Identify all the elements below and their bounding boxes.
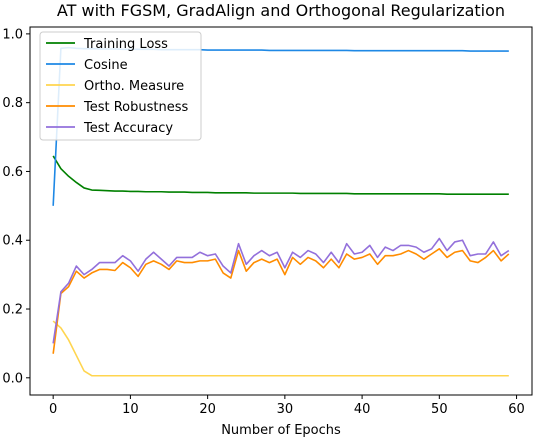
- legend: Training Loss Cosine Ortho. Measure Test Ro…: [39, 31, 202, 141]
- x-tick-label: 0: [49, 402, 57, 417]
- legend-label-cosine: Cosine: [84, 58, 128, 73]
- chart-title: AT with FGSM, GradAlign and Orthogonal R…: [57, 1, 505, 20]
- plot-frame: [29, 26, 533, 396]
- legend-label-training-loss: Training Loss: [83, 37, 168, 52]
- legend-label-test-robustness: Test Robustness: [83, 100, 189, 115]
- y-tick-label: 0.0: [2, 371, 23, 386]
- x-axis: 0 10 20 30 40 50 60: [49, 395, 525, 417]
- legend-label-test-accuracy: Test Accuracy: [83, 121, 173, 136]
- legend-label-ortho-measure: Ortho. Measure: [84, 79, 184, 94]
- x-tick-label: 60: [508, 402, 525, 417]
- y-axis: 0.0 0.2 0.4 0.6 0.8 1.0: [2, 27, 30, 386]
- y-tick-label: 0.4: [2, 234, 23, 249]
- x-tick-label: 10: [122, 402, 139, 417]
- y-tick-label: 0.6: [2, 165, 23, 180]
- x-tick-label: 20: [199, 402, 216, 417]
- series-line-test-robustness: [52, 248, 510, 354]
- series-line-test-accuracy: [52, 237, 510, 344]
- x-axis-label: Number of Epochs: [221, 423, 341, 438]
- y-tick-label: 0.8: [2, 96, 23, 111]
- series-line-ortho-measure: [52, 320, 509, 377]
- x-tick-label: 40: [354, 402, 371, 417]
- y-tick-label: 0.2: [2, 303, 23, 318]
- legend-box: [39, 31, 202, 141]
- series-line-training-loss: [52, 155, 509, 195]
- y-tick-label: 1.0: [2, 27, 23, 42]
- x-tick-label: 30: [277, 402, 294, 417]
- x-tick-label: 50: [431, 402, 448, 417]
